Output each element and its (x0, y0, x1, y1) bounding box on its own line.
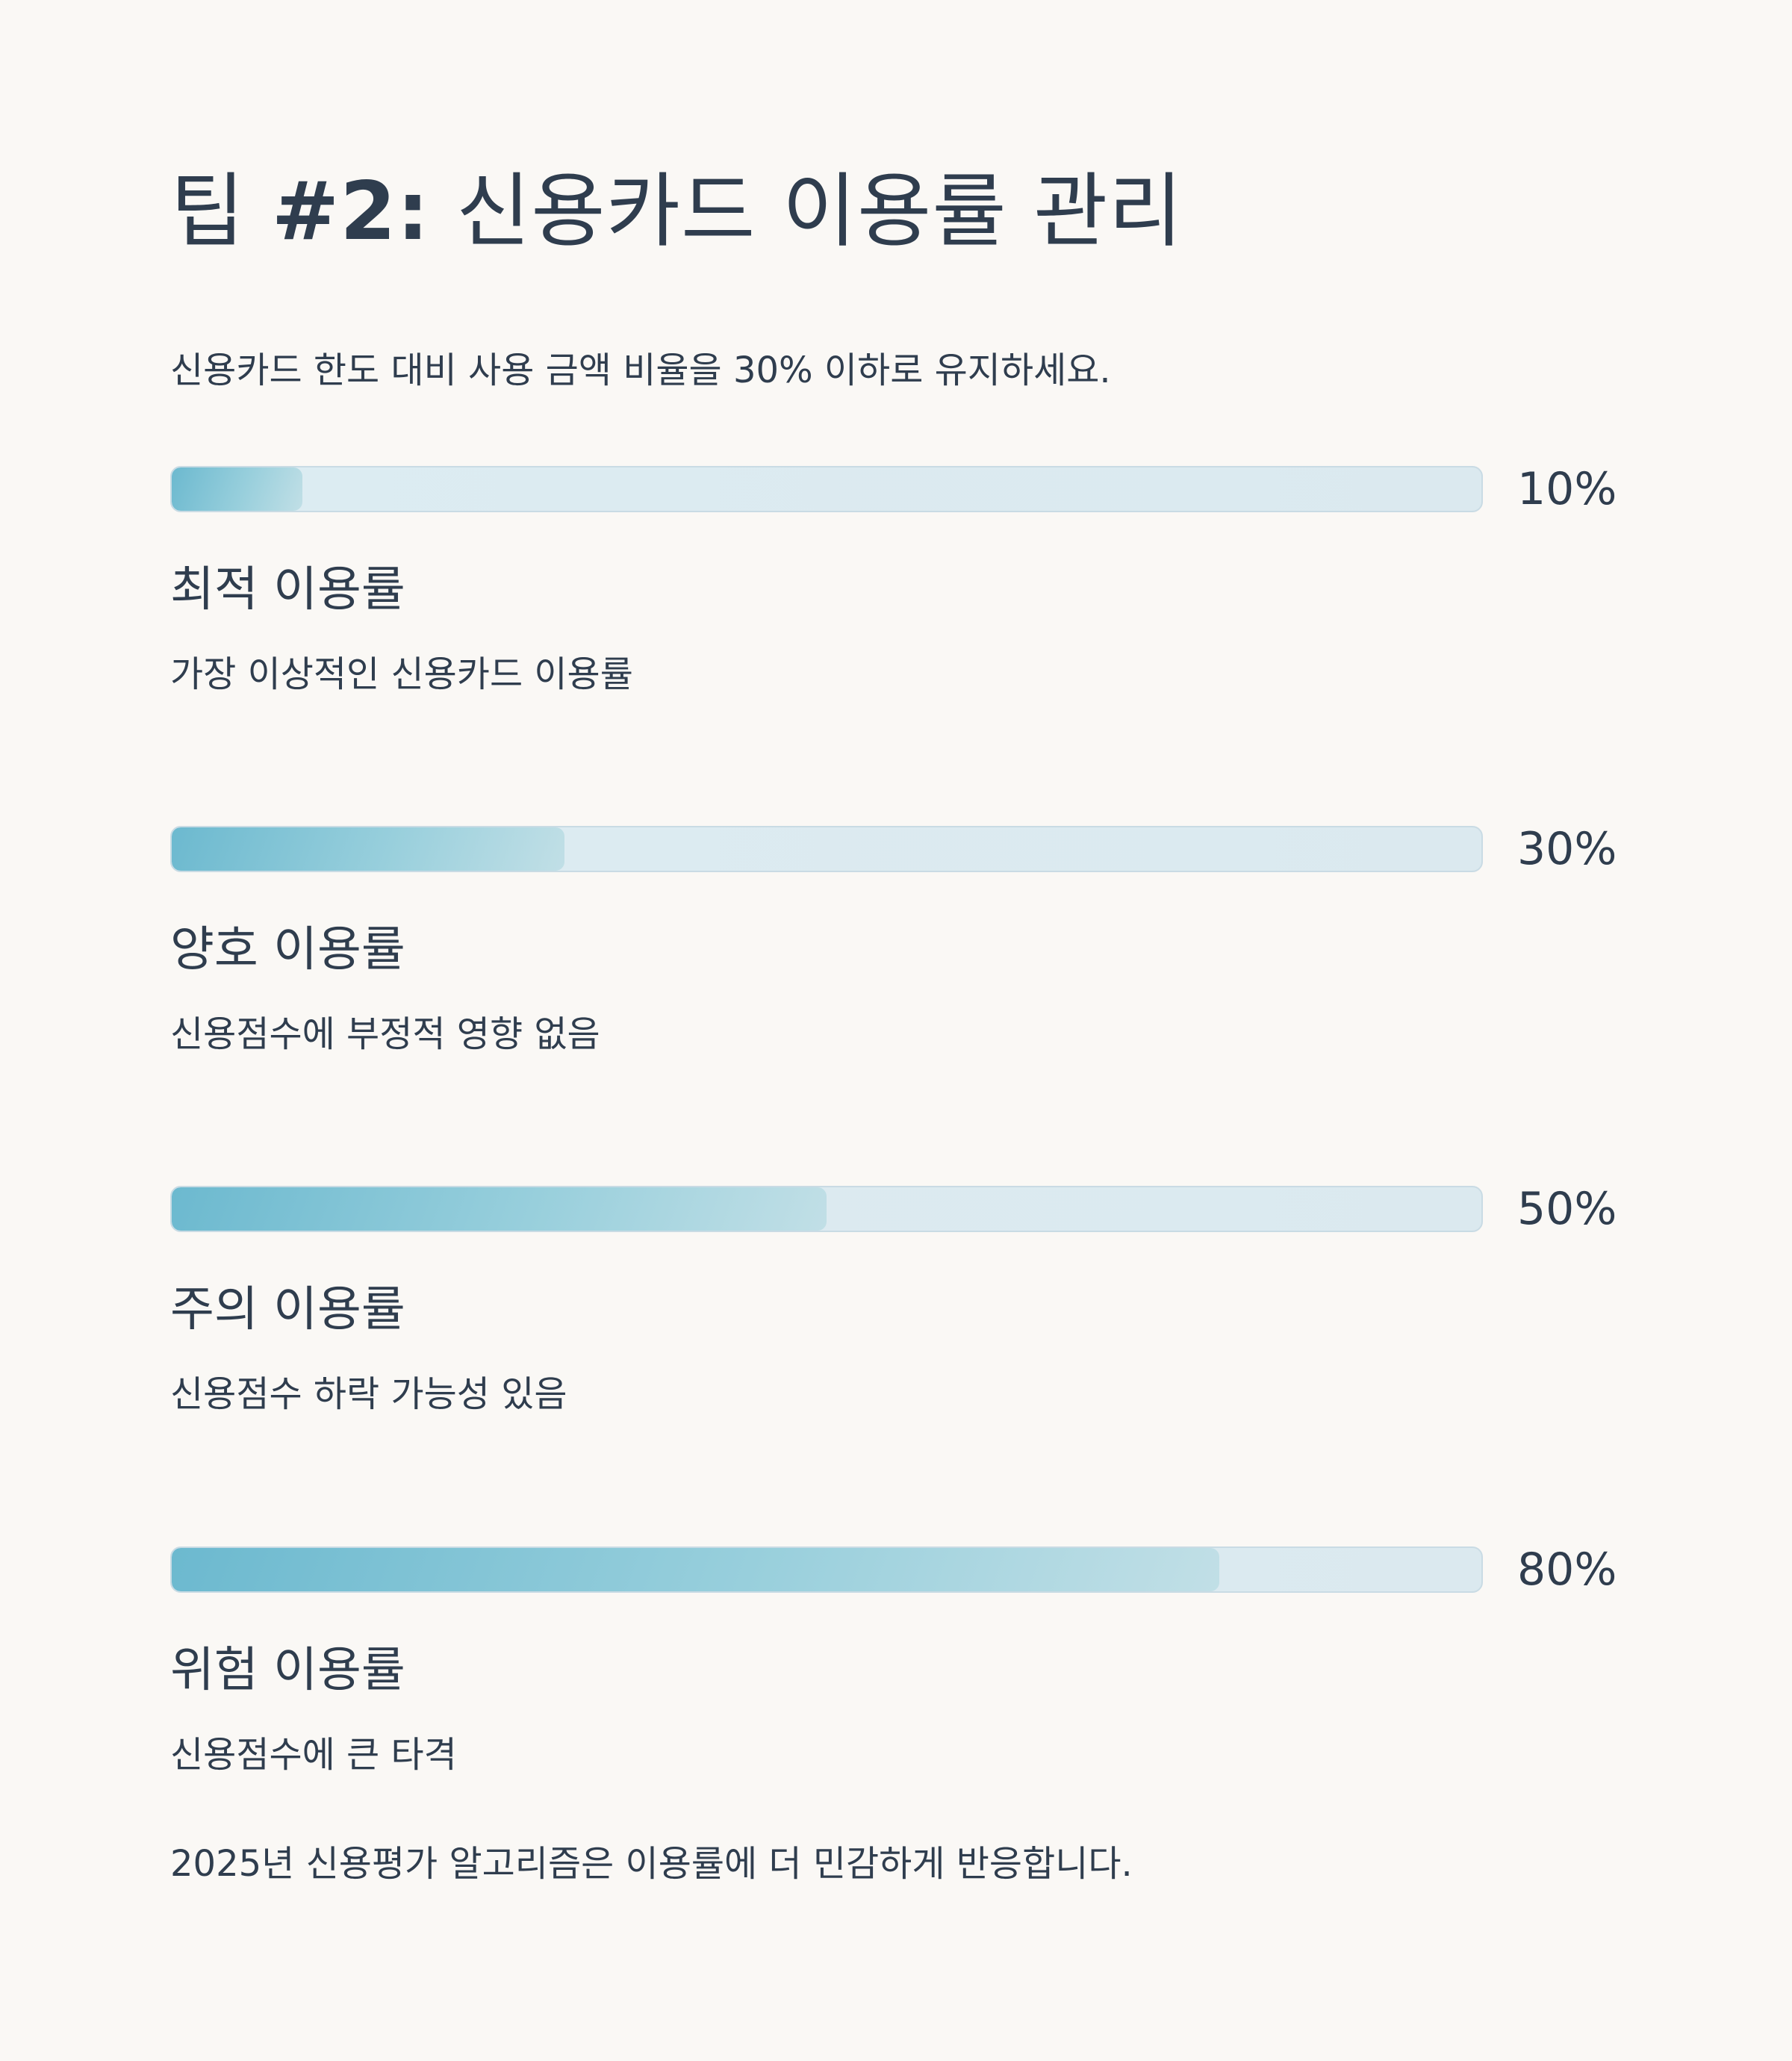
progress-fill (172, 827, 565, 871)
page-title: 팁 #2: 신용카드 이용률 관리 (170, 160, 1183, 264)
progress-fill (172, 1187, 827, 1231)
percent-label: 80% (1517, 1544, 1617, 1596)
tier-name: 위험 이용률 (170, 1643, 405, 1698)
tier-description: 신용점수에 큰 타격 (170, 1734, 457, 1776)
progress-fill (172, 1548, 1220, 1591)
title-tip-number: #2: (271, 165, 430, 258)
intro-text: 신용카드 한도 대비 사용 금액 비율을 30% 이하로 유지하세요. (170, 349, 1111, 391)
tier-name: 양호 이용률 (170, 922, 405, 977)
progress-track (170, 1546, 1483, 1593)
progress-track (170, 826, 1483, 872)
progress-track (170, 1186, 1483, 1232)
tier-name: 주의 이용률 (170, 1282, 405, 1337)
footnote: 2025년 신용평가 알고리즘은 이용률에 더 민감하게 반응합니다. (170, 1843, 1133, 1885)
page: 팁 #2: 신용카드 이용률 관리 신용카드 한도 대비 사용 금액 비율을 3… (170, 0, 1664, 2061)
progress-fill (172, 467, 303, 511)
utilization-tier-danger: 80% 위험 이용률 신용점수에 큰 타격 (170, 1544, 1626, 1815)
progress-track (170, 466, 1483, 512)
tier-description: 가장 이상적인 신용카드 이용률 (170, 653, 633, 695)
percent-label: 50% (1517, 1183, 1617, 1235)
tier-description: 신용점수 하락 가능성 있음 (170, 1373, 567, 1415)
utilization-tier-optimal: 10% 최적 이용률 가장 이상적인 신용카드 이용률 (170, 463, 1626, 735)
title-topic: 신용카드 이용률 관리 (455, 165, 1183, 258)
title-prefix: 팁 (170, 165, 246, 258)
percent-label: 30% (1517, 823, 1617, 875)
percent-label: 10% (1517, 463, 1617, 515)
tier-description: 신용점수에 부정적 영향 없음 (170, 1013, 600, 1055)
tier-name: 최적 이용률 (170, 562, 405, 618)
utilization-tier-good: 30% 양호 이용률 신용점수에 부정적 영향 없음 (170, 823, 1626, 1095)
utilization-tier-caution: 50% 주의 이용률 신용점수 하락 가능성 있음 (170, 1183, 1626, 1455)
